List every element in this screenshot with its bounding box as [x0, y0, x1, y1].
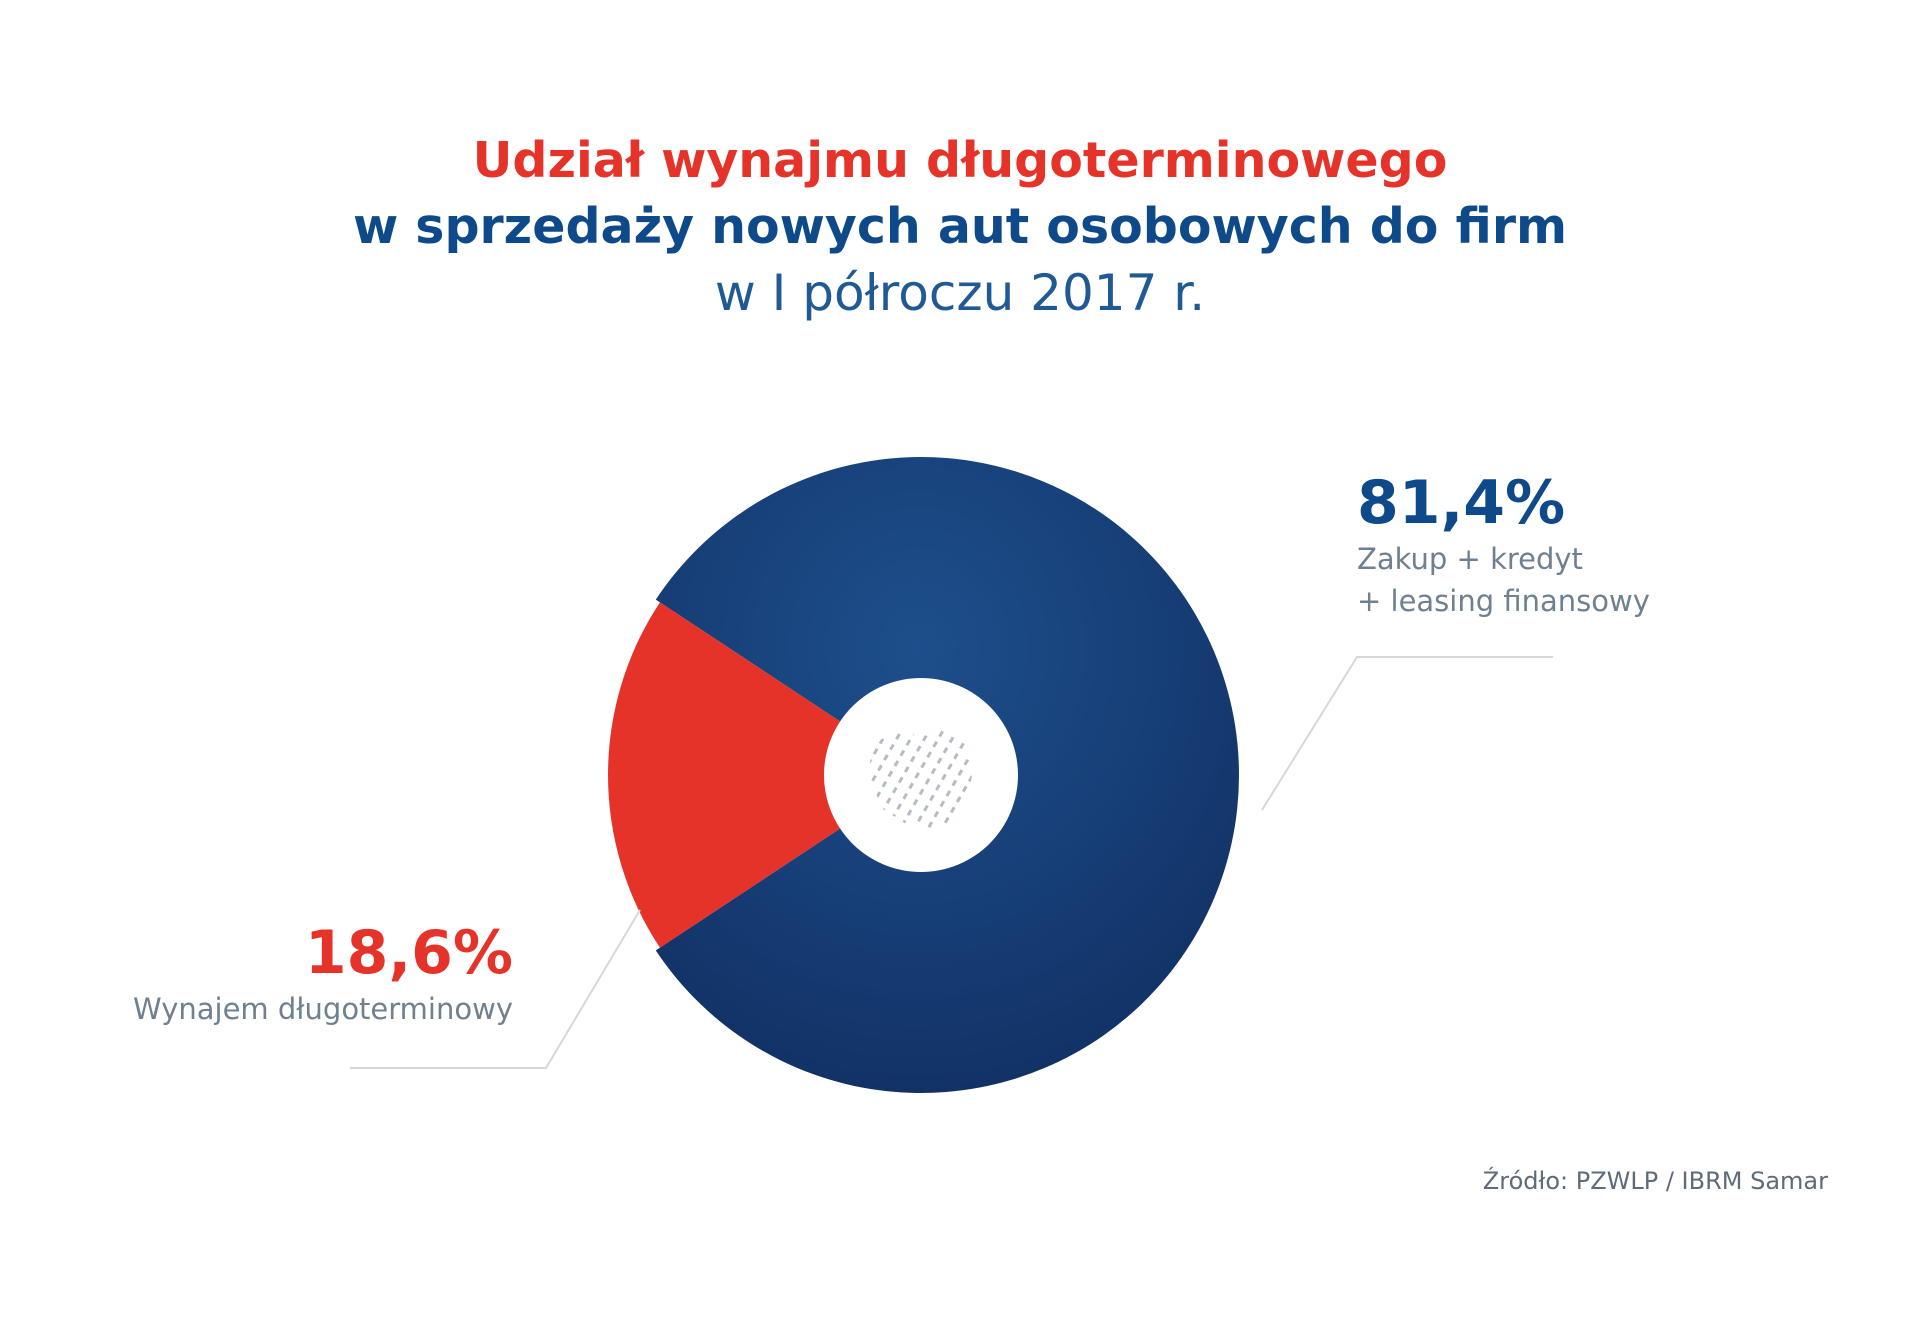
title-line-2: w sprzedaży nowych aut osobowych do firm: [352, 198, 1568, 255]
category-label-purchase-line2: + leasing finansowy: [1357, 584, 1650, 618]
title-line-1: Udział wynajmu długoterminowego: [472, 132, 1448, 189]
leader-line-left: [350, 909, 641, 1069]
center-hole: [824, 678, 1018, 872]
leader-line-right: [1261, 656, 1553, 811]
value-label-rental: 18,6%: [304, 918, 513, 988]
poland-map-icon: [870, 728, 973, 830]
chart-title: Udział wynajmu długoterminowego w sprzed…: [0, 128, 1920, 326]
category-label-rental: Wynajem długoterminowy: [133, 992, 513, 1026]
value-label-purchase: 81,4%: [1357, 468, 1566, 538]
category-label-purchase-line1: Zakup + kredyt: [1357, 542, 1583, 576]
title-line-3: w I półroczu 2017 r.: [714, 264, 1206, 322]
source-note: Źródło: PZWLP / IBRM Samar: [1482, 1167, 1828, 1195]
slice-rental: [608, 602, 921, 948]
